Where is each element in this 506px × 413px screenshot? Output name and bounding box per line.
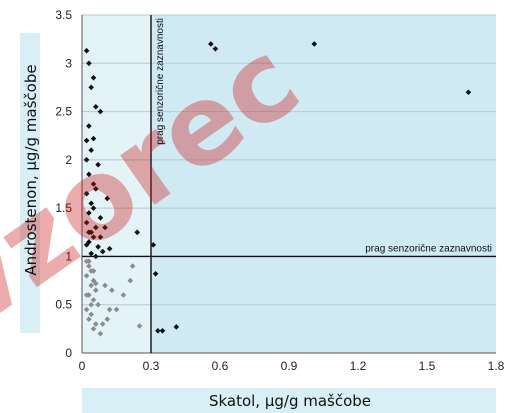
x-tick-label: 1.8	[488, 359, 505, 373]
y-tick-label: 2.5	[55, 105, 72, 119]
data-point-below_both_thresholds	[129, 263, 136, 269]
y-tick-label: 0.5	[55, 298, 72, 312]
x-tick-label: 0	[79, 359, 86, 373]
data-point-below_both_thresholds	[90, 326, 97, 332]
data-point-below_both_thresholds	[136, 323, 143, 329]
data-points	[83, 41, 472, 337]
data-point-above_threshold	[159, 327, 166, 334]
data-point-above_threshold	[86, 229, 92, 236]
y-label-band	[20, 33, 40, 333]
data-point-below_both_thresholds	[95, 301, 101, 308]
data-point-above_threshold	[150, 242, 157, 248]
tick-labels: 0 0.3 0.6 0.9 1.2 1.5 1.8 0 0.5 1 1.5 2 2.5 3 3.5	[55, 8, 504, 373]
data-point-above_threshold	[97, 215, 104, 221]
data-point-below_both_thresholds	[83, 292, 90, 298]
data-point-above_threshold	[93, 253, 99, 260]
data-point-above_threshold	[104, 195, 111, 202]
y-tick-label: 1.5	[55, 201, 72, 215]
data-point-below_both_thresholds	[86, 263, 92, 269]
data-point-above_threshold	[173, 324, 180, 330]
data-point-above_threshold	[212, 46, 219, 52]
data-point-above_threshold	[83, 47, 90, 54]
y-axis-title: Androstenon, µg/g maščobe	[22, 64, 40, 275]
data-point-above_threshold	[88, 84, 94, 91]
data-point-below_both_thresholds	[88, 282, 94, 289]
data-point-below_both_thresholds	[90, 297, 97, 303]
y-tick-label: 3	[65, 56, 72, 70]
data-point-above_threshold	[152, 271, 159, 277]
x-tick-label: 1.5	[419, 359, 436, 373]
data-point-below_both_thresholds	[109, 287, 115, 294]
data-point-below_both_thresholds	[93, 321, 99, 327]
data-point-above_threshold	[90, 135, 97, 142]
data-point-above_threshold	[134, 229, 140, 236]
data-point-above_threshold	[83, 190, 90, 197]
y-tick-label: 1	[65, 249, 72, 263]
shade-right	[151, 15, 496, 353]
x-axis-title: Skatol, µg/g maščobe	[209, 392, 371, 410]
data-point-above_threshold	[106, 245, 113, 252]
data-point-above_threshold	[102, 224, 108, 231]
y-tick-label: 3.5	[55, 8, 72, 22]
data-point-below_both_thresholds	[127, 277, 134, 284]
data-point-above_threshold	[93, 224, 99, 231]
x-tick-label: 0.6	[212, 359, 229, 373]
data-point-above_threshold	[465, 89, 472, 96]
androstenon-threshold-label: prag senzorične zaznavnosti	[365, 243, 492, 254]
data-point-above_threshold	[99, 248, 106, 255]
data-point-below_both_thresholds	[113, 306, 120, 313]
data-point-below_both_thresholds	[88, 301, 94, 308]
data-point-above_threshold	[95, 243, 101, 250]
data-point-above_threshold	[86, 60, 92, 67]
data-point-below_both_thresholds	[83, 272, 90, 279]
data-point-above_threshold	[86, 171, 92, 178]
data-point-below_both_thresholds	[90, 268, 97, 274]
data-point-below_both_thresholds	[104, 316, 111, 322]
data-point-above_threshold	[97, 108, 104, 115]
data-point-above_threshold	[90, 234, 97, 240]
data-point-above_threshold	[88, 250, 94, 257]
x-tick-label: 1.2	[350, 359, 367, 373]
threshold-lines	[82, 15, 496, 353]
data-point-below_both_thresholds	[86, 316, 92, 322]
data-point-below_both_thresholds	[83, 306, 90, 313]
data-point-above_threshold	[86, 123, 92, 129]
data-point-above_threshold	[90, 74, 97, 81]
data-point-below_both_thresholds	[99, 321, 106, 327]
skatol-threshold-label: prag senzorične zaznavnosti	[155, 18, 166, 145]
data-point-above_threshold	[83, 242, 90, 248]
data-point-below_both_thresholds	[93, 280, 99, 287]
data-point-above_threshold	[88, 147, 94, 153]
data-point-below_both_thresholds	[102, 282, 108, 289]
data-point-above_threshold	[95, 161, 101, 168]
data-point-above_threshold	[83, 157, 90, 163]
y-tick-label: 0	[65, 346, 72, 360]
data-point-below_both_thresholds	[97, 330, 104, 337]
data-point-below_both_thresholds	[86, 258, 92, 265]
data-point-above_threshold	[90, 205, 97, 211]
data-point-above_threshold	[97, 234, 104, 240]
data-point-above_threshold	[83, 219, 90, 226]
data-point-above_threshold	[90, 181, 97, 187]
x-label-band	[82, 388, 496, 413]
data-point-above_threshold	[311, 41, 318, 47]
data-point-above_threshold	[155, 327, 161, 334]
data-point-above_threshold	[83, 137, 90, 144]
data-point-below_both_thresholds	[120, 292, 127, 298]
data-point-above_threshold	[86, 239, 92, 245]
data-point-above_threshold	[208, 41, 214, 47]
x-tick-label: 0.9	[281, 359, 298, 373]
data-point-above_threshold	[88, 200, 94, 207]
data-point-below_both_thresholds	[93, 287, 99, 294]
data-point-below_both_thresholds	[106, 306, 113, 313]
data-point-above_threshold	[86, 210, 92, 216]
data-point-above_threshold	[93, 186, 99, 192]
x-tick-label: 0.3	[143, 359, 160, 373]
data-point-above_threshold	[93, 103, 99, 110]
data-point-below_both_thresholds	[88, 311, 94, 318]
y-tick-label: 2	[65, 153, 72, 167]
